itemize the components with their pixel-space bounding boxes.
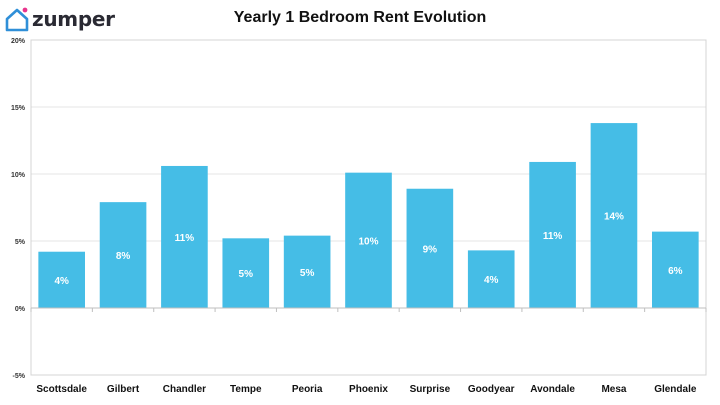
y-tick-label: -5%: [13, 373, 26, 380]
y-tick-label: 0%: [15, 306, 26, 313]
data-label: 5%: [300, 268, 315, 279]
y-tick-label: 5%: [15, 239, 26, 246]
bar-tempe: [222, 238, 270, 308]
brand-logo: zumper: [5, 4, 115, 34]
data-label: 11%: [175, 233, 195, 244]
bar-gilbert: [99, 202, 147, 308]
x-tick-label: Phoenix: [349, 384, 388, 395]
bar-chandler: [161, 165, 208, 308]
data-label: 5%: [239, 269, 254, 280]
x-tick-label: Surprise: [410, 384, 451, 395]
y-tick-label: 15%: [11, 105, 26, 112]
x-tick-label: Goodyear: [468, 384, 515, 395]
chart-title: Yearly 1 Bedroom Rent Evolution: [233, 9, 487, 26]
plot-area: [30, 39, 707, 376]
data-label: 9%: [423, 244, 438, 255]
bar-peoria: [283, 235, 331, 308]
x-tick-label: Mesa: [601, 384, 626, 395]
bar-goodyear: [467, 250, 515, 308]
bar-avondale: [529, 161, 576, 308]
x-tick-label: Glendale: [654, 384, 697, 395]
y-tick-label: 20%: [11, 38, 26, 45]
house-icon: [5, 7, 29, 32]
data-label: 10%: [358, 236, 378, 247]
bar-surprise: [406, 188, 454, 308]
x-tick-label: Scottsdale: [36, 384, 87, 395]
x-tick-label: Avondale: [530, 384, 575, 395]
data-label: 11%: [543, 231, 563, 242]
bar-glendale: [652, 231, 699, 308]
bar-mesa: [590, 123, 638, 308]
bar-phoenix: [345, 172, 392, 308]
y-tick-label: 10%: [11, 172, 26, 179]
data-label: 8%: [116, 251, 131, 262]
data-label: 6%: [668, 266, 683, 277]
bar-scottsdale: [38, 251, 85, 308]
x-tick-label: Tempe: [230, 384, 262, 395]
data-label: 4%: [484, 275, 499, 286]
brand-name: zumper: [32, 7, 115, 31]
data-label: 14%: [604, 212, 624, 223]
x-tick-label: Peoria: [292, 384, 323, 395]
x-tick-label: Chandler: [163, 384, 206, 395]
data-label: 4%: [54, 276, 69, 287]
x-tick-label: Gilbert: [107, 384, 140, 395]
